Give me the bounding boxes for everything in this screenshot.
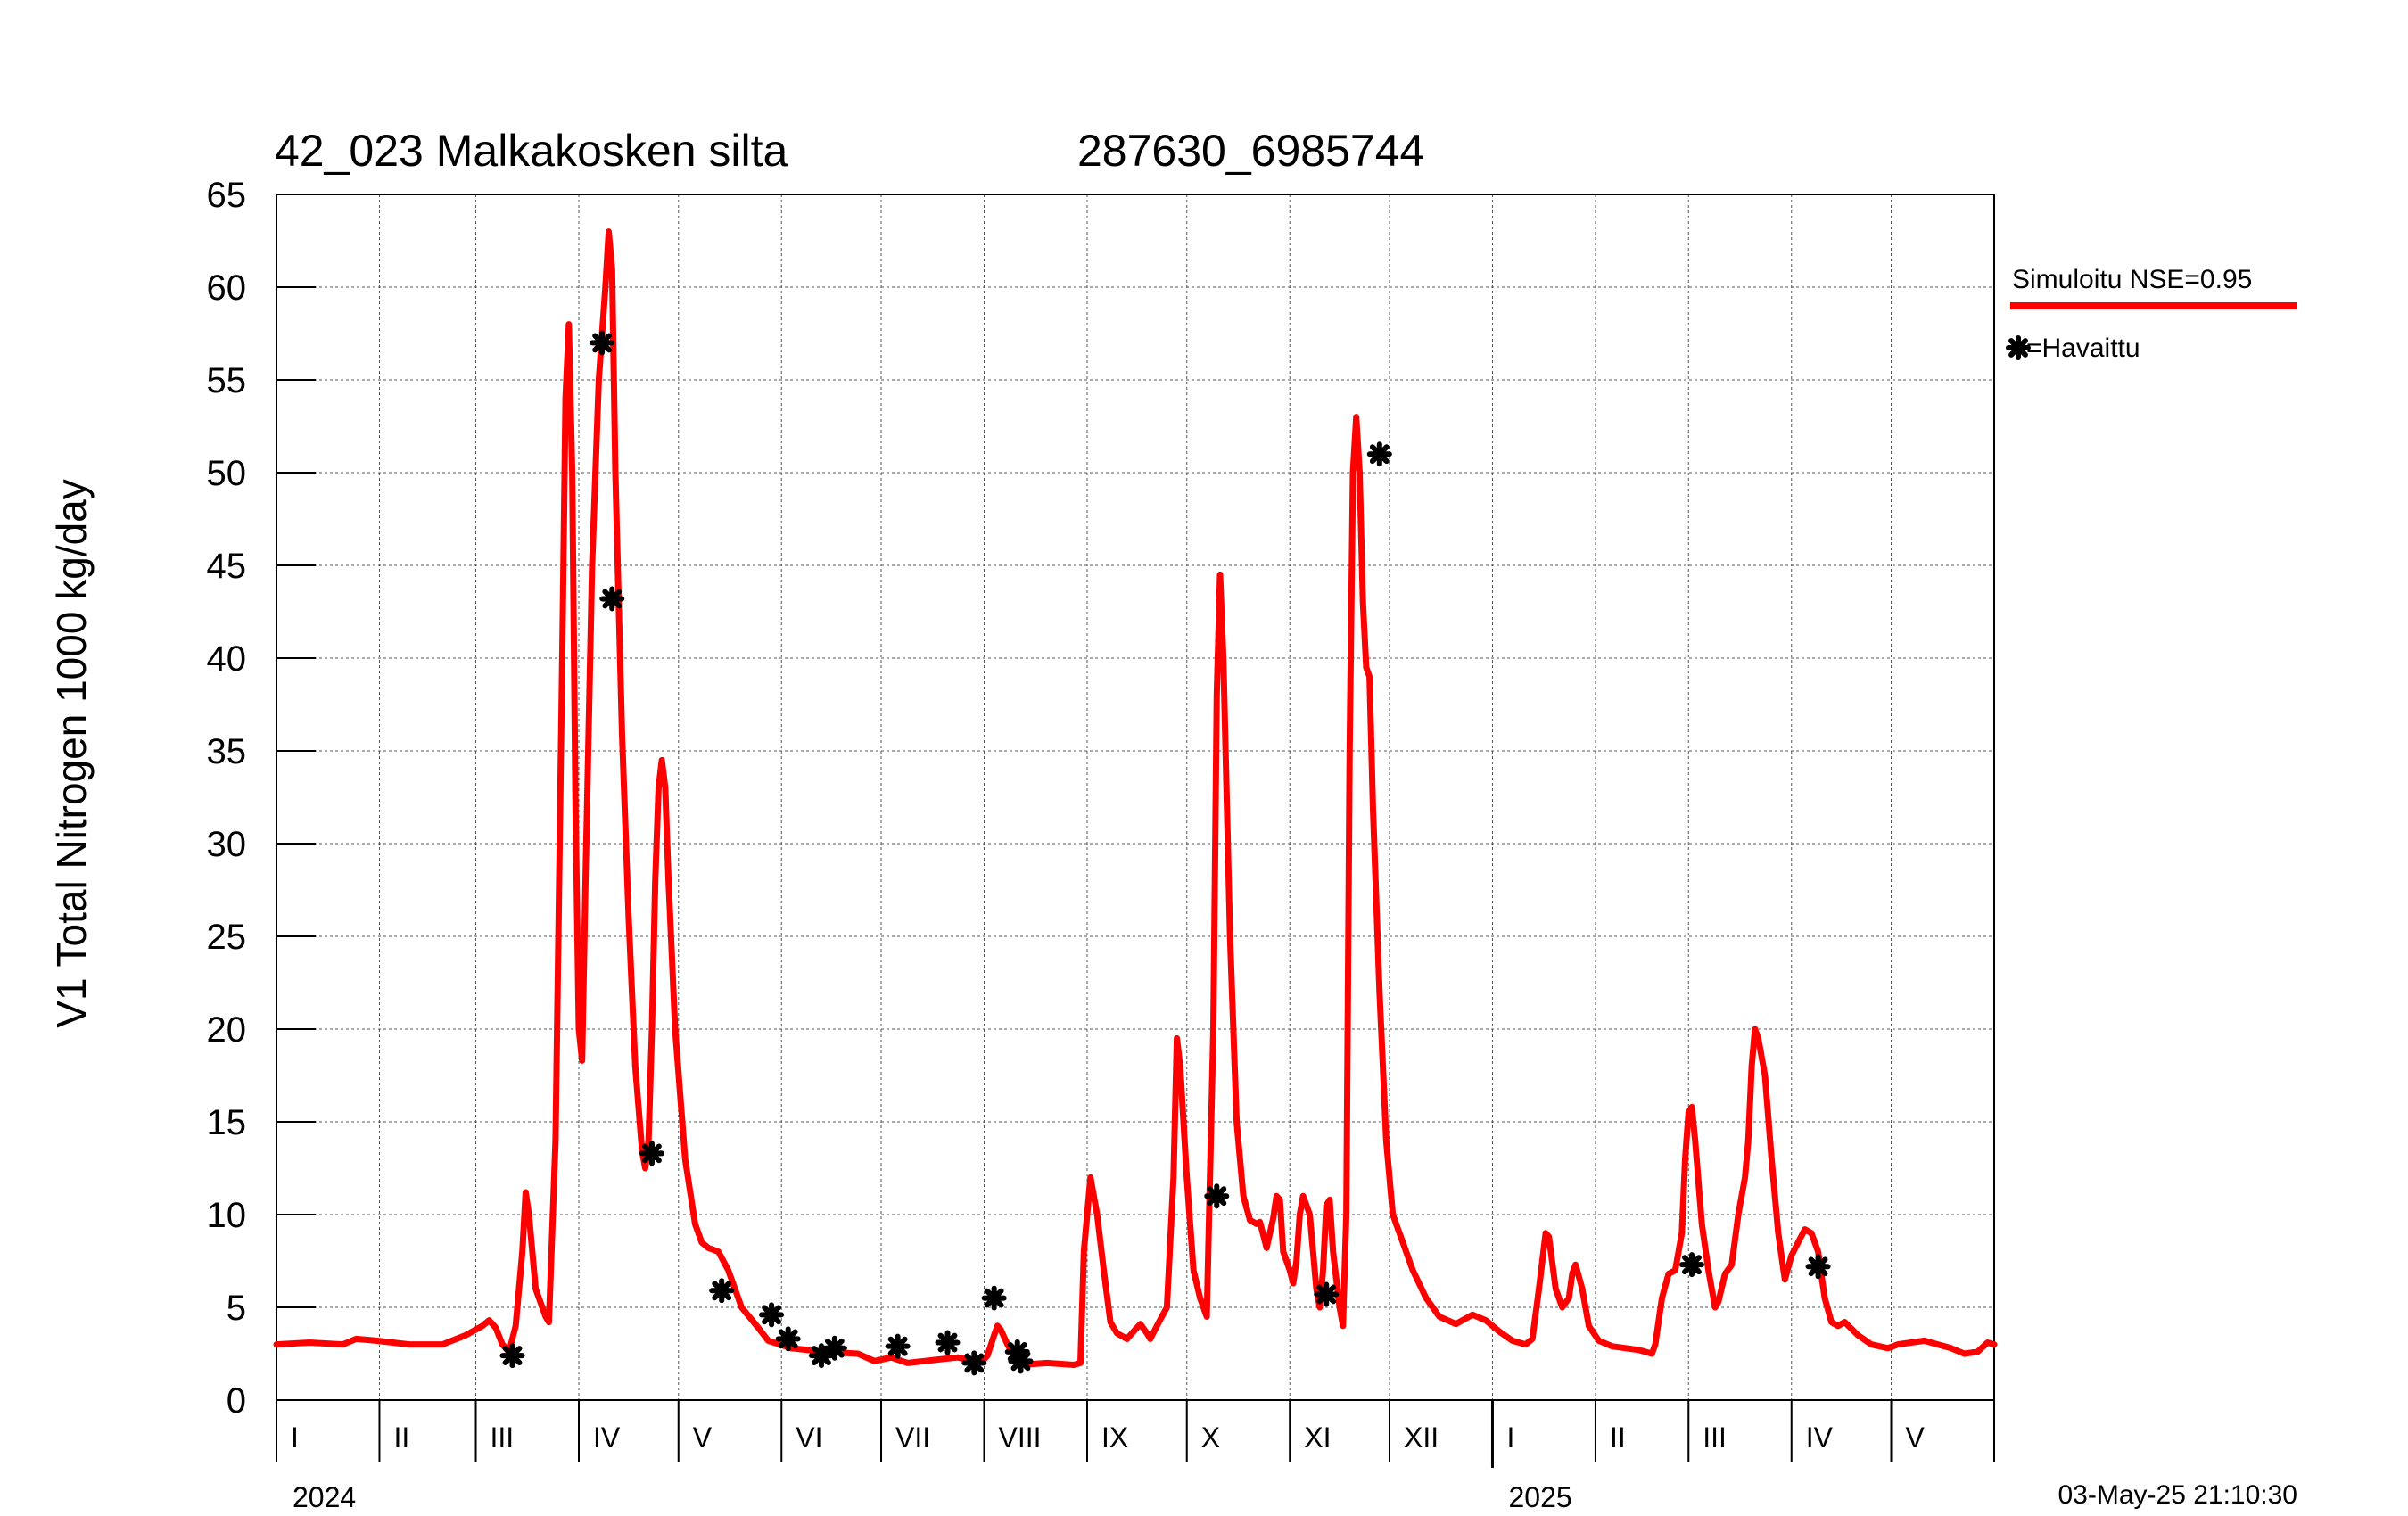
y-tick-label: 65 — [207, 176, 247, 215]
y-tick-label: 45 — [207, 547, 247, 586]
month-label: III — [491, 1421, 515, 1454]
observed-point — [775, 1326, 801, 1352]
month-label: II — [393, 1421, 409, 1454]
y-tick-label: 30 — [207, 825, 247, 864]
observed-point — [1805, 1254, 1831, 1280]
observed-point — [1314, 1281, 1340, 1307]
y-tick-label: 50 — [207, 454, 247, 493]
month-label: XII — [1404, 1421, 1439, 1454]
y-tick-label: 25 — [207, 918, 247, 957]
legend-obs-marker — [2006, 335, 2031, 360]
observed-point — [1008, 1348, 1034, 1374]
y-tick-label: 10 — [207, 1196, 247, 1235]
observed-point — [1678, 1252, 1704, 1278]
y-tick-label: 5 — [227, 1289, 246, 1328]
y-tick-label: 15 — [207, 1103, 247, 1142]
observed-point — [1204, 1183, 1230, 1209]
y-axis-label: V1 Total Nitrogen 1000 kg/day — [48, 479, 95, 1027]
month-label: I — [1506, 1421, 1514, 1454]
month-label: V — [693, 1421, 713, 1454]
month-label: III — [1703, 1421, 1727, 1454]
observed-point — [590, 330, 615, 356]
observed-point — [961, 1350, 987, 1376]
month-label: IV — [1806, 1421, 1834, 1454]
observed-point — [759, 1302, 785, 1328]
chart-subtitle: 287630_6985744 — [1077, 126, 1424, 176]
y-tick-label: 35 — [207, 732, 247, 771]
observed-point — [639, 1141, 664, 1166]
month-label: IV — [593, 1421, 621, 1454]
observed-point — [885, 1333, 911, 1359]
plot-frame — [276, 194, 1995, 1401]
y-tick-label: 40 — [207, 639, 247, 679]
observed-point — [499, 1343, 525, 1369]
simulated-series-line — [273, 228, 1998, 1368]
month-label: VIII — [998, 1421, 1041, 1454]
month-label: VI — [796, 1421, 822, 1454]
observed-point — [709, 1278, 735, 1304]
observed-point — [821, 1335, 847, 1361]
timestamp: 03-May-25 21:10:30 — [2058, 1480, 2297, 1510]
month-label: IX — [1101, 1421, 1128, 1454]
observed-point — [935, 1330, 961, 1355]
month-label: V — [1906, 1421, 1926, 1454]
legend: Simuloitu NSE=0.95 =Havaittu — [2006, 265, 2297, 363]
y-tick-label: 60 — [207, 268, 247, 308]
observed-point — [599, 586, 625, 612]
month-label: II — [1610, 1421, 1626, 1454]
observed-point — [808, 1343, 834, 1369]
y-tick-label: 20 — [207, 1010, 247, 1050]
y-tick-label: 55 — [207, 361, 247, 400]
y-tick-label: 0 — [227, 1381, 246, 1421]
month-label: I — [291, 1421, 299, 1454]
observed-point — [981, 1285, 1007, 1311]
year-label: 2024 — [293, 1481, 356, 1513]
chart-title: 42_023 Malkakosken silta — [275, 126, 788, 176]
month-label: X — [1201, 1421, 1220, 1454]
observed-point — [1366, 441, 1392, 467]
observed-series-markers — [499, 330, 1831, 1376]
year-label: 2025 — [1508, 1481, 1571, 1513]
month-label: XI — [1304, 1421, 1331, 1454]
month-label: VII — [895, 1421, 930, 1454]
legend-sim-label: Simuloitu NSE=0.95 — [2012, 265, 2252, 294]
legend-obs-label: =Havaittu — [2026, 334, 2140, 363]
legend-asterisk-icon — [2006, 335, 2031, 360]
